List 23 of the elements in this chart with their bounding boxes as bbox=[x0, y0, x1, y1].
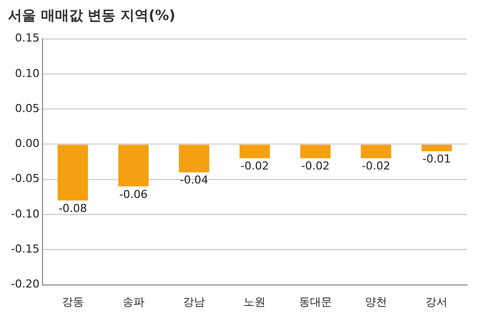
x-tick-label: 강남 bbox=[183, 295, 206, 308]
y-tick-label: -0.10 bbox=[10, 207, 40, 220]
chart-title: 서울 매매값 변동 지역(%) bbox=[8, 8, 176, 24]
y-tick-label: 0.05 bbox=[14, 102, 40, 115]
data-label: -0.06 bbox=[119, 188, 148, 201]
y-tick-label: 0.15 bbox=[14, 32, 40, 45]
y-tick-label: 0.10 bbox=[14, 66, 40, 80]
x-tick-label: 강서 bbox=[426, 295, 448, 308]
y-tick-label: -0.05 bbox=[10, 172, 40, 186]
x-tick-label: 송파 bbox=[122, 295, 144, 308]
x-tick-label: 노원 bbox=[244, 295, 266, 308]
data-label: -0.02 bbox=[362, 160, 390, 173]
y-tick-label: 0.00 bbox=[14, 137, 40, 150]
data-label: -0.08 bbox=[58, 202, 88, 215]
x-tick-label: 양천 bbox=[365, 295, 388, 308]
data-label: -0.02 bbox=[301, 160, 330, 173]
y-tick-label: -0.15 bbox=[10, 242, 40, 256]
data-label: -0.04 bbox=[180, 174, 208, 187]
y-tick-label: -0.20 bbox=[10, 278, 40, 291]
x-tick-label: 동대문 bbox=[298, 295, 332, 308]
data-label: -0.01 bbox=[422, 152, 451, 166]
x-tick-label: 강동 bbox=[62, 295, 84, 308]
data-label: -0.02 bbox=[240, 160, 269, 173]
